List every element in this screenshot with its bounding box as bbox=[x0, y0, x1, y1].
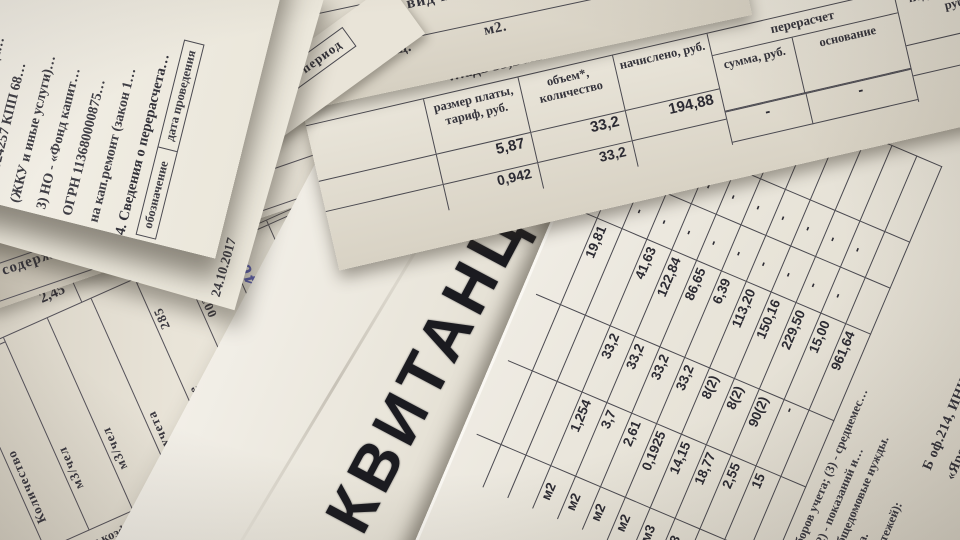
calc-recalc-group: перерасчет сумма, руб. основание - - bbox=[707, 0, 919, 145]
unit-label: м2. bbox=[482, 18, 509, 39]
